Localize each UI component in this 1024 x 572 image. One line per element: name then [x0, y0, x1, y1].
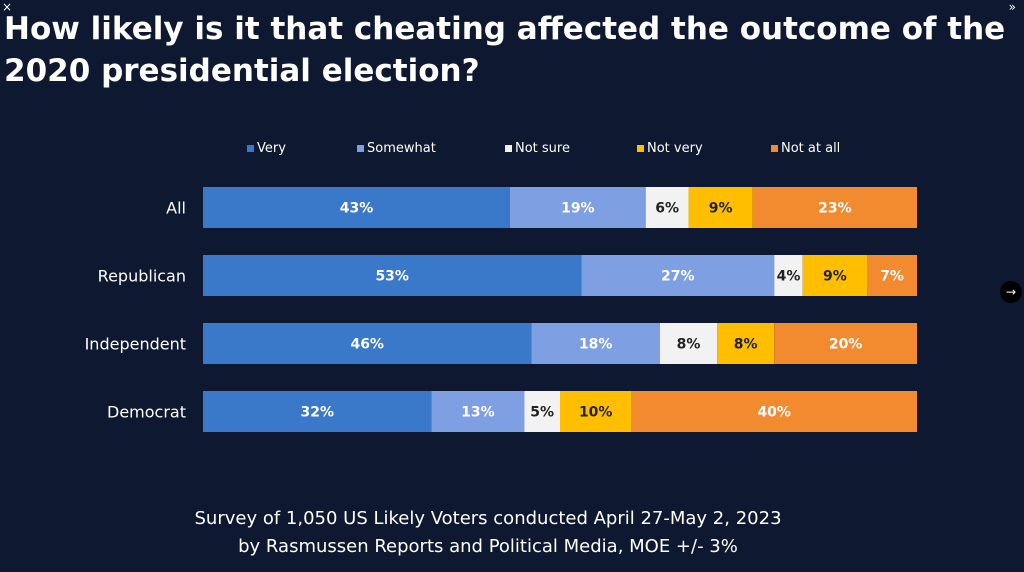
data-label-democrat-not-at-all: 40% — [757, 405, 791, 421]
bar-all-not-sure — [645, 187, 689, 228]
legend-swatch-very — [247, 145, 254, 152]
stacked-bar-chart: Very Somewhat Not sure Not very Not at all A… — [85, 141, 917, 432]
bar-all-not-very — [688, 187, 753, 228]
legend-label-somewhat: Somewhat — [367, 141, 436, 156]
bar-all-somewhat — [510, 187, 646, 228]
data-label-all-very: 43% — [340, 201, 374, 217]
data-label-all-not-very: 9% — [709, 201, 733, 217]
legend-swatch-not-sure — [505, 145, 512, 152]
bar-independent-very — [203, 323, 532, 364]
data-label-republican-not-at-all: 7% — [880, 269, 904, 285]
data-label-republican-not-very: 9% — [823, 269, 847, 285]
footer-source-line-1: Survey of 1,050 US Likely Voters conduct… — [194, 508, 782, 529]
bar-democrat-very — [203, 391, 432, 432]
data-label-republican-somewhat: 27% — [661, 269, 695, 285]
chart-legend: Very Somewhat Not sure Not very Not at all — [247, 141, 840, 156]
collapse-icon[interactable]: » — [1008, 0, 1016, 14]
bar-republican-not-very — [802, 255, 868, 296]
legend-label-very: Very — [257, 141, 286, 156]
chart-bars: All 43% 19% 6% 9% 23% Republican 53% 27% 4% 9% 7% In… — [85, 187, 917, 432]
bar-independent-not-at-all — [774, 323, 917, 364]
legend-label-not-sure: Not sure — [515, 141, 570, 156]
legend-swatch-not-at-all — [771, 145, 778, 152]
bar-all-very — [203, 187, 511, 228]
close-icon[interactable]: × — [2, 0, 13, 14]
data-label-democrat-not-sure: 5% — [530, 405, 554, 421]
legend-label-not-at-all: Not at all — [781, 141, 840, 156]
bar-independent-not-very — [717, 323, 775, 364]
data-label-all-not-at-all: 23% — [818, 201, 852, 217]
bar-republican-not-sure — [774, 255, 803, 296]
data-label-independent-not-very: 8% — [734, 337, 758, 353]
data-label-all-somewhat: 19% — [561, 201, 595, 217]
data-label-independent-very: 46% — [350, 337, 384, 353]
category-label-all: All — [166, 199, 186, 218]
next-arrow-icon[interactable]: → — [1000, 281, 1022, 303]
bar-republican-not-at-all — [867, 255, 917, 296]
legend-swatch-not-very — [637, 145, 644, 152]
footer-source-line-2: by Rasmussen Reports and Political Media… — [238, 536, 738, 557]
data-label-independent-not-at-all: 20% — [829, 337, 863, 353]
data-label-all-not-sure: 6% — [655, 201, 679, 217]
category-label-independent: Independent — [85, 335, 186, 354]
data-label-democrat-somewhat: 13% — [461, 405, 495, 421]
chart-title: How likely is it that cheating affected … — [4, 11, 1006, 89]
data-label-republican-not-sure: 4% — [777, 269, 801, 285]
bar-democrat-somewhat — [431, 391, 525, 432]
data-label-republican-very: 53% — [375, 269, 409, 285]
bar-republican-somewhat — [581, 255, 775, 296]
data-label-democrat-very: 32% — [300, 405, 334, 421]
bar-democrat-not-at-all — [631, 391, 917, 432]
bar-republican-very — [203, 255, 582, 296]
data-label-independent-not-sure: 8% — [677, 337, 701, 353]
bar-all-not-at-all — [752, 187, 917, 228]
bar-independent-somewhat — [531, 323, 660, 364]
data-label-democrat-not-very: 10% — [579, 405, 613, 421]
bar-democrat-not-sure — [524, 391, 560, 432]
category-label-democrat: Democrat — [107, 403, 186, 422]
category-label-republican: Republican — [98, 267, 186, 286]
legend-swatch-somewhat — [357, 145, 364, 152]
legend-label-not-very: Not very — [647, 141, 703, 156]
data-label-independent-somewhat: 18% — [579, 337, 613, 353]
bar-democrat-not-very — [560, 391, 632, 432]
bar-independent-not-sure — [659, 323, 718, 364]
